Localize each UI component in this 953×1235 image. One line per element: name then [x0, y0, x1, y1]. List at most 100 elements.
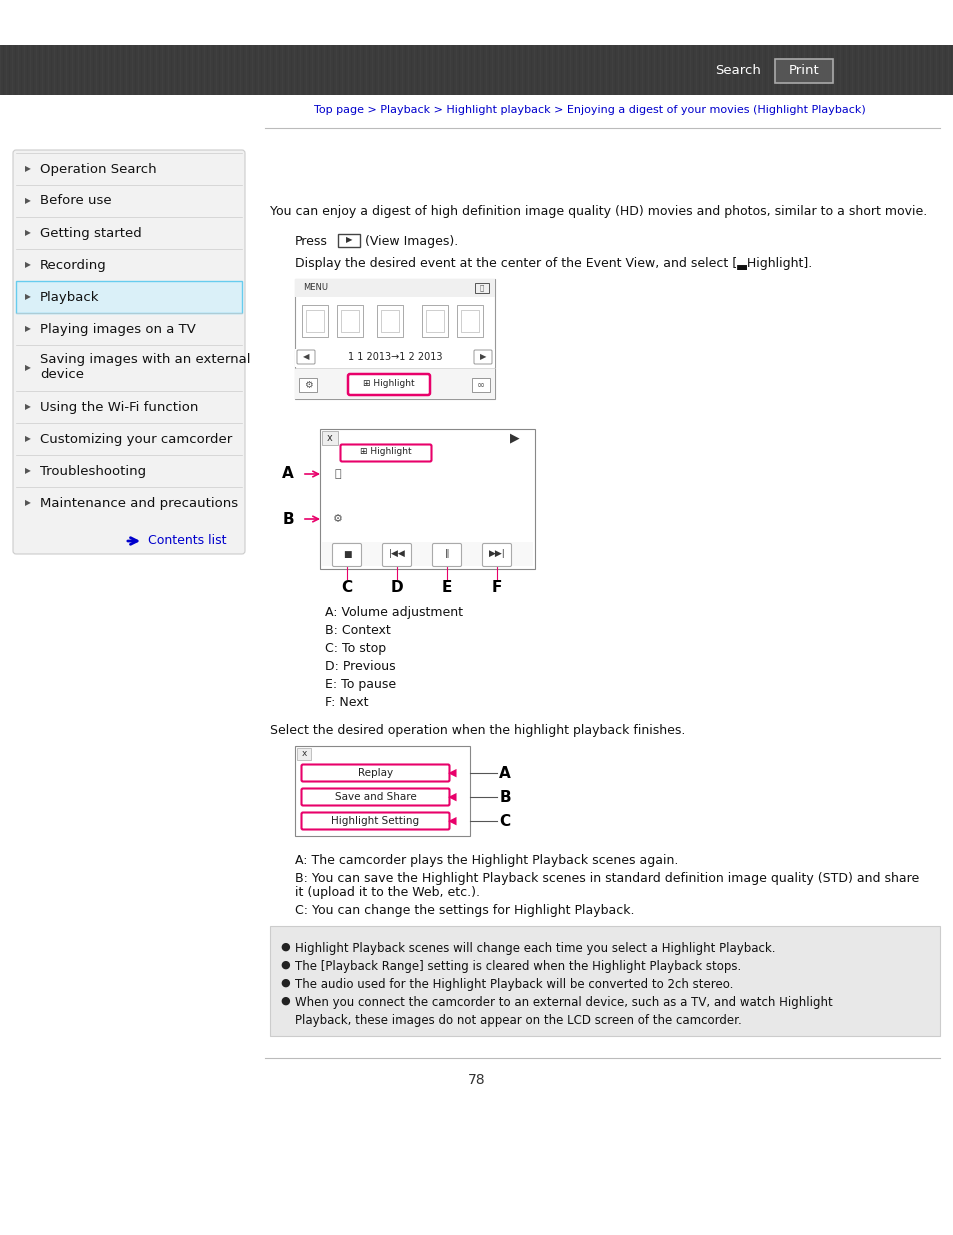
Bar [590, 44, 592, 95]
Bar [794, 44, 796, 95]
Bar [165, 44, 167, 95]
Bar [468, 44, 469, 95]
Bar [710, 44, 712, 95]
Bar [411, 44, 412, 95]
Bar [278, 44, 280, 95]
Bar [296, 44, 298, 95]
Bar [812, 44, 814, 95]
Bar [421, 305, 448, 337]
Text: ⚙: ⚙ [303, 380, 312, 390]
Bar [746, 44, 748, 95]
Bar [317, 44, 319, 95]
Bar [896, 44, 898, 95]
Bar [369, 44, 370, 95]
Text: ◀: ◀ [447, 792, 456, 802]
Bar [947, 44, 948, 95]
Bar [33, 44, 34, 95]
FancyBboxPatch shape [301, 764, 449, 782]
Bar [198, 44, 199, 95]
Bar [899, 44, 901, 95]
Bar [6, 44, 8, 95]
Bar [456, 44, 457, 95]
Bar [138, 44, 139, 95]
Bar [435, 44, 436, 95]
Bar [333, 44, 335, 95]
Bar [341, 44, 343, 95]
Text: ◀: ◀ [447, 768, 456, 778]
Bar [475, 283, 489, 293]
Bar [432, 44, 433, 95]
Bar [192, 44, 193, 95]
Bar [875, 44, 877, 95]
Bar [319, 429, 535, 569]
Bar [539, 44, 541, 95]
Bar [654, 44, 655, 95]
FancyBboxPatch shape [482, 543, 511, 567]
Bar [0, 0, 953, 44]
Bar [150, 44, 152, 95]
Bar [665, 44, 667, 95]
Bar [45, 44, 47, 95]
Bar [678, 44, 679, 95]
Text: A: The camcorder plays the Highlight Playback scenes again.: A: The camcorder plays the Highlight Pla… [294, 853, 678, 867]
Bar [644, 44, 646, 95]
Bar [815, 44, 817, 95]
Bar [15, 44, 16, 95]
Bar [273, 44, 274, 95]
Bar [30, 44, 31, 95]
Bar [302, 305, 328, 337]
Bar [935, 44, 937, 95]
Text: Highlight Setting: Highlight Setting [331, 816, 419, 826]
Text: Top page > Playback > Highlight playback > Enjoying a digest of your movies (Hig: Top page > Playback > Highlight playback… [314, 105, 865, 115]
Bar [354, 44, 355, 95]
FancyBboxPatch shape [13, 149, 245, 555]
Text: F: F [492, 579, 501, 594]
Bar [671, 44, 673, 95]
Text: ∞: ∞ [476, 380, 484, 390]
Bar [722, 44, 723, 95]
Bar [443, 44, 445, 95]
Bar [299, 44, 301, 95]
Bar [51, 44, 52, 95]
Bar [57, 44, 58, 95]
Bar [629, 44, 631, 95]
Bar [797, 44, 799, 95]
Text: |◀◀: |◀◀ [388, 550, 405, 558]
Text: A: A [498, 766, 511, 781]
Bar [337, 233, 359, 247]
Bar [376, 305, 402, 337]
Bar [393, 44, 395, 95]
Bar [225, 44, 226, 95]
Bar [612, 44, 613, 95]
Bar [707, 44, 709, 95]
Text: ●: ● [280, 995, 290, 1007]
Bar [914, 44, 916, 95]
Bar [24, 44, 26, 95]
Bar [422, 44, 424, 95]
Bar [788, 44, 790, 95]
Bar [429, 44, 430, 95]
Bar [186, 44, 188, 95]
Bar [105, 44, 107, 95]
Bar [168, 44, 170, 95]
Bar [231, 44, 233, 95]
Bar [180, 44, 181, 95]
Bar [497, 44, 499, 95]
Bar [288, 44, 289, 95]
Bar [587, 44, 589, 95]
Bar [194, 44, 196, 95]
Bar [338, 44, 340, 95]
Bar [447, 44, 448, 95]
Bar [183, 44, 184, 95]
Text: C: C [499, 814, 510, 829]
Bar [453, 44, 454, 95]
Bar [842, 44, 843, 95]
Text: Maintenance and precautions: Maintenance and precautions [40, 496, 238, 510]
Bar [902, 44, 903, 95]
Text: You can enjoy a digest of high definition image quality (HD) movies and photos, : You can enjoy a digest of high definitio… [270, 205, 926, 219]
Bar [314, 44, 316, 95]
Text: Display the desired event at the center of the Event View, and select [▃Highligh: Display the desired event at the center … [294, 257, 811, 270]
Bar [555, 44, 556, 95]
Bar [566, 44, 568, 95]
Bar [869, 44, 871, 95]
